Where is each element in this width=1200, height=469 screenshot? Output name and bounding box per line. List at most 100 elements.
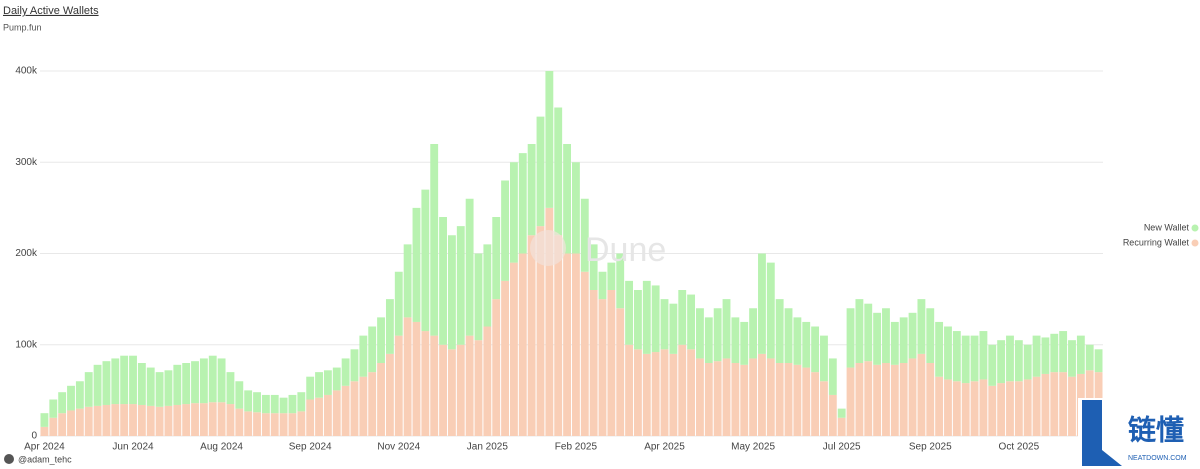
- bar-segment: [279, 413, 288, 436]
- bar-segment: [687, 349, 696, 436]
- bar-segment: [350, 381, 359, 436]
- bar-segment: [199, 403, 208, 436]
- bar-segment: [261, 413, 270, 436]
- bar-segment: [75, 408, 84, 436]
- bar-segment: [306, 376, 315, 400]
- bar-segment: [270, 413, 279, 436]
- bar-segment: [554, 107, 563, 236]
- bar-segment: [394, 335, 403, 436]
- bar-segment: [749, 358, 758, 436]
- bar-segment: [926, 363, 935, 436]
- bar-segment: [669, 353, 678, 436]
- bar-segment: [536, 226, 545, 436]
- bar-segment: [430, 144, 439, 336]
- bar-segment: [350, 349, 359, 382]
- bar-segment: [518, 253, 527, 436]
- bar-segment: [1059, 331, 1068, 373]
- bar-segment: [208, 355, 217, 403]
- bar-segment: [580, 198, 589, 272]
- bar-segment: [660, 349, 669, 436]
- bar-segment: [137, 363, 146, 405]
- bar-segment: [58, 413, 67, 436]
- bar-segment: [944, 326, 952, 380]
- bar-segment: [297, 392, 306, 412]
- bar-segment: [67, 410, 75, 436]
- bar-segment: [864, 361, 873, 436]
- chart-subtitle: Pump.fun: [3, 22, 42, 32]
- bar-segment: [669, 303, 678, 354]
- bar-segment: [447, 349, 456, 436]
- bar-segment: [439, 344, 447, 436]
- bar-segment: [341, 385, 350, 436]
- bar-segment: [164, 370, 173, 406]
- y-tick-label: 200k: [15, 248, 38, 259]
- bar-segment: [828, 394, 837, 436]
- bar-segment: [1041, 373, 1050, 436]
- bar-segment: [155, 406, 164, 436]
- x-tick-label: May 2025: [731, 442, 775, 453]
- bar-segment: [696, 308, 704, 359]
- bar-segment: [589, 290, 598, 436]
- x-tick-label: Aug 2024: [200, 442, 243, 453]
- bar-segment: [492, 217, 501, 300]
- bar-segment: [421, 331, 430, 436]
- bar-segment: [651, 352, 660, 436]
- bar-segment: [421, 189, 430, 332]
- x-tick-label: Apr 2025: [644, 442, 685, 453]
- x-tick-label: Jul 2025: [823, 442, 861, 453]
- bar-segment: [563, 144, 571, 254]
- bar-segment: [199, 358, 208, 404]
- y-tick-label: 100k: [15, 339, 38, 350]
- bar-segment: [563, 253, 571, 436]
- bar-segment: [1032, 376, 1041, 436]
- bar-segment: [261, 394, 270, 414]
- bar-segment: [634, 290, 642, 350]
- bar-segment: [483, 244, 492, 327]
- bar-segment: [598, 271, 607, 300]
- bar-segment: [93, 364, 102, 406]
- bar-segment: [368, 372, 377, 436]
- legend-label: New Wallet: [1144, 222, 1190, 232]
- y-tick-label: 0: [31, 431, 37, 442]
- x-tick-label: Sep 2024: [289, 442, 332, 453]
- bar-segment: [306, 399, 315, 436]
- bar-segment: [589, 244, 598, 290]
- bar-segment: [377, 317, 385, 363]
- bar-segment: [846, 308, 855, 368]
- bar-segment: [837, 417, 846, 436]
- bar-segment: [288, 394, 297, 414]
- bar-segment: [1014, 340, 1023, 382]
- bar-segment: [1006, 335, 1014, 382]
- bar-segment: [961, 335, 970, 384]
- bar-segment: [456, 226, 465, 345]
- bar-segment: [403, 244, 412, 318]
- bar-segment: [527, 144, 536, 236]
- bar-segment: [678, 290, 687, 345]
- bar-segment: [970, 381, 979, 436]
- bar-segment: [837, 408, 846, 418]
- bar-segment: [412, 207, 421, 322]
- bar-segment: [952, 381, 961, 436]
- bar-segment: [1032, 335, 1041, 377]
- bar-segment: [731, 317, 740, 363]
- bar-segment: [191, 403, 199, 436]
- bar-segment: [527, 235, 536, 436]
- bar-segment: [855, 299, 864, 363]
- bar-segment: [439, 217, 447, 345]
- bars: Apr 2024 Jun 2024 Aug 2024 Sep 2024 Nov 2024…: [24, 71, 1103, 453]
- bar-segment: [217, 402, 226, 436]
- bar-segment: [775, 299, 784, 363]
- bar-segment: [926, 308, 935, 363]
- bar-segment: [988, 344, 997, 386]
- bar-segment: [226, 372, 235, 405]
- bar-segment: [536, 116, 545, 227]
- bar-segment: [208, 402, 217, 436]
- bar-segment: [129, 404, 137, 436]
- bar-segment: [155, 372, 164, 407]
- bar-segment: [696, 358, 704, 436]
- bar-segment: [855, 363, 864, 436]
- bar-segment: [93, 405, 102, 436]
- bar-segment: [1068, 340, 1076, 377]
- bar-segment: [802, 367, 811, 436]
- bar-segment: [385, 353, 394, 436]
